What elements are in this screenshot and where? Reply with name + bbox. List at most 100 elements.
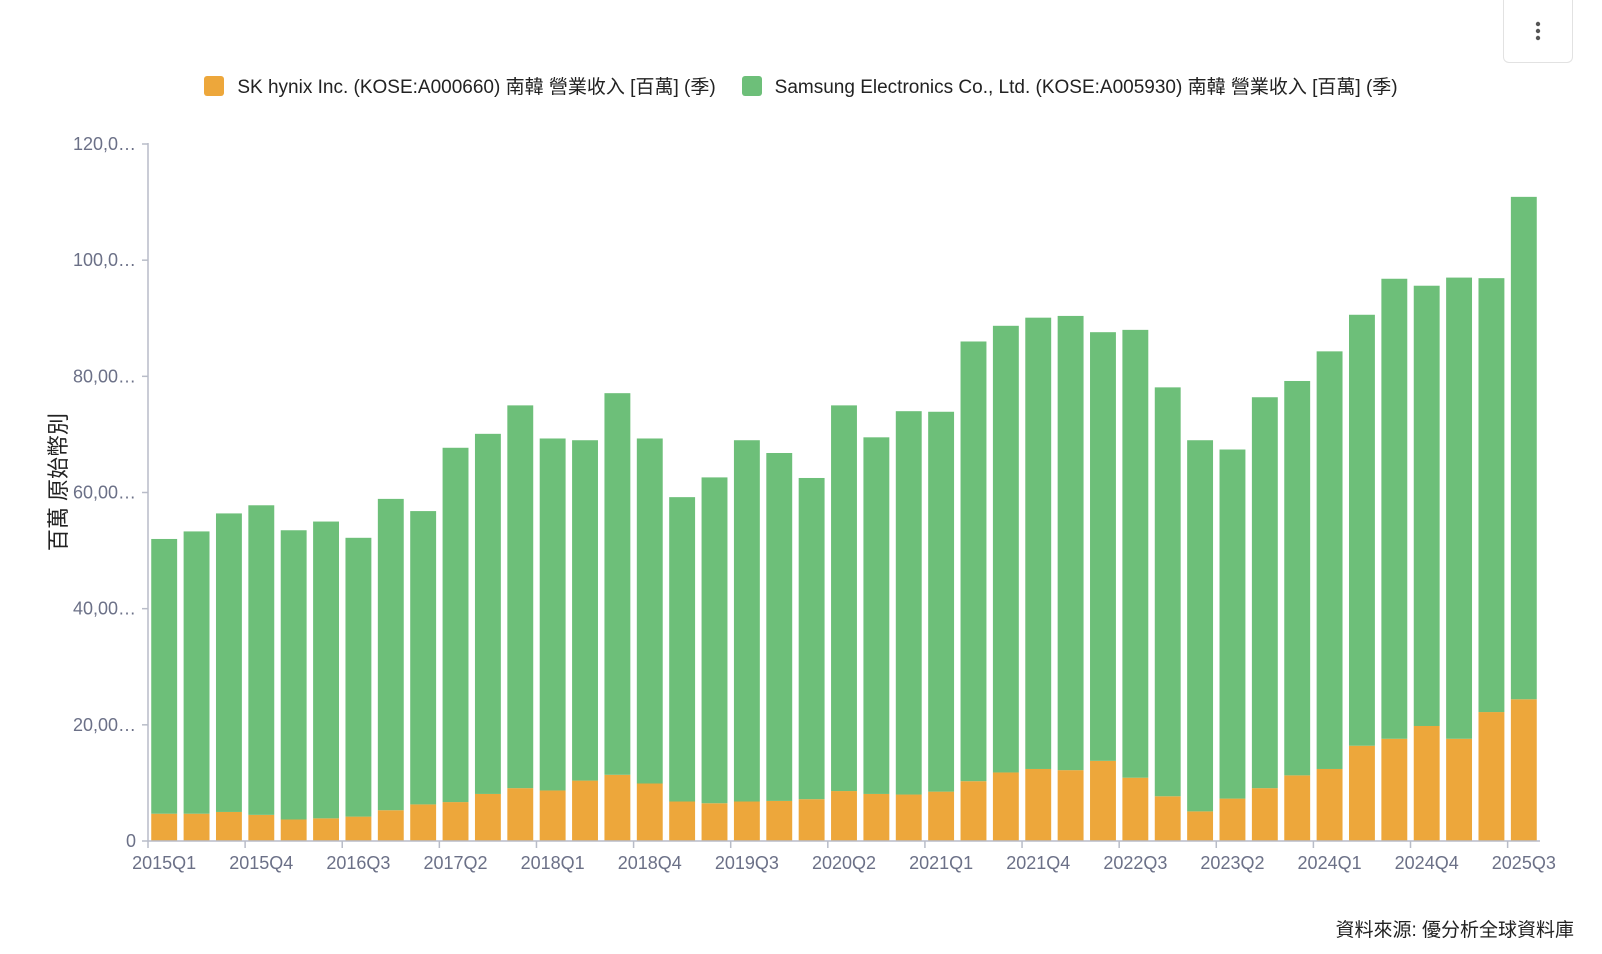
legend-item-samsung[interactable]: Samsung Electronics Co., Ltd. (KOSE:A005…: [741, 72, 1398, 99]
bar-samsung: [1349, 314, 1375, 746]
bar-samsung: [151, 538, 178, 814]
bar-sk-hynix: [442, 802, 469, 841]
bar-sk-hynix: [863, 793, 890, 841]
bar-samsung: [895, 411, 922, 795]
x-tick-label: 2024Q4: [1395, 853, 1459, 873]
y-tick-label: 40,00…: [73, 599, 136, 619]
x-tick-label: 2016Q3: [326, 853, 390, 873]
bar-sk-hynix: [1316, 768, 1343, 841]
legend-label-sk-hynix: SK hynix Inc. (KOSE:A000660) 南韓 營業收入 [百萬…: [237, 77, 716, 98]
legend-item-sk-hynix[interactable]: SK hynix Inc. (KOSE:A000660) 南韓 營業收入 [百萬…: [204, 72, 716, 99]
bar-samsung: [928, 411, 955, 792]
bar-samsung: [345, 537, 372, 817]
x-tick-label: 2019Q3: [715, 853, 779, 873]
x-tick-label: 2015Q1: [132, 853, 196, 873]
bar-samsung: [1122, 329, 1149, 778]
bar-samsung: [669, 497, 696, 802]
bar-sk-hynix: [1478, 712, 1505, 841]
bar-sk-hynix: [960, 781, 987, 841]
bar-sk-hynix: [1090, 760, 1116, 841]
bar-samsung: [1154, 387, 1181, 797]
x-tick-label: 2024Q1: [1298, 853, 1362, 873]
bar-sk-hynix: [183, 813, 210, 841]
bar-sk-hynix: [474, 793, 501, 841]
bar-samsung: [572, 440, 598, 781]
bar-sk-hynix: [636, 783, 663, 841]
x-tick-label: 2023Q2: [1200, 853, 1264, 873]
bar-samsung: [1381, 278, 1408, 739]
x-tick-label: 2015Q4: [229, 853, 293, 873]
x-tick-label: 2021Q1: [909, 853, 973, 873]
y-tick-label: 20,00…: [73, 715, 136, 735]
bar-sk-hynix: [507, 788, 534, 841]
bar-samsung: [410, 511, 437, 805]
y-axis-label: 百萬 原始幣別: [46, 413, 71, 551]
x-tick-label: 2018Q1: [521, 853, 585, 873]
x-tick-label: 2018Q4: [618, 853, 682, 873]
bar-samsung: [636, 438, 663, 784]
bar-sk-hynix: [345, 816, 372, 841]
bar-sk-hynix: [1057, 770, 1084, 841]
chart-menu-button[interactable]: [1503, 0, 1573, 63]
bar-sk-hynix: [1446, 738, 1473, 841]
bar-samsung: [215, 513, 242, 812]
bar-sk-hynix: [1154, 796, 1181, 841]
x-tick-label: 2020Q2: [812, 853, 876, 873]
bar-samsung: [313, 521, 339, 819]
revenue-stacked-bar-chart: 0 20,00… 40,00… 60,00… 80,00… 100,0… 120,0… 201…: [46, 134, 1556, 873]
bar-samsung: [1478, 278, 1505, 713]
x-tick-label: 2022Q3: [1103, 853, 1167, 873]
bar-sk-hynix: [539, 790, 566, 841]
bar-sk-hynix: [1187, 811, 1214, 841]
bar-sk-hynix: [280, 819, 307, 841]
bar-samsung: [701, 477, 728, 804]
bar-samsung: [1025, 317, 1052, 769]
bar-samsung: [1251, 397, 1278, 789]
bar-sk-hynix: [1381, 738, 1408, 841]
bar-sk-hynix: [1510, 699, 1537, 841]
bar-samsung: [1510, 196, 1537, 700]
y-tick-label: 80,00…: [73, 366, 136, 386]
bar-samsung: [798, 477, 825, 800]
bar-sk-hynix: [798, 799, 825, 841]
bar-sk-hynix: [992, 772, 1019, 841]
bar-samsung: [1413, 285, 1440, 726]
bar-samsung: [863, 437, 890, 794]
bar-sk-hynix: [928, 791, 955, 841]
bar-sk-hynix: [701, 803, 728, 841]
y-tick-label: 120,0…: [73, 134, 136, 154]
bar-sk-hynix: [1349, 745, 1375, 841]
bar-sk-hynix: [604, 774, 631, 841]
bar-sk-hynix: [1025, 768, 1052, 841]
bar-samsung: [442, 447, 469, 803]
bar-sk-hynix: [1413, 725, 1440, 841]
y-tick-label: 0: [126, 831, 136, 851]
chart-legend: SK hynix Inc. (KOSE:A000660) 南韓 營業收入 [百萬…: [0, 72, 1602, 99]
bar-samsung: [1057, 315, 1084, 771]
y-tick-label: 100,0…: [73, 250, 136, 270]
x-tick-label: 2025Q3: [1492, 853, 1556, 873]
bar-samsung: [507, 405, 534, 789]
bar-sk-hynix: [410, 804, 437, 841]
bar-samsung: [766, 453, 793, 801]
y-tick-label: 60,00…: [73, 483, 136, 503]
bar-sk-hynix: [151, 813, 178, 841]
bar-sk-hynix: [572, 780, 598, 841]
bar-samsung: [280, 530, 307, 820]
bar-sk-hynix: [1251, 788, 1278, 841]
bar-samsung: [1316, 351, 1343, 769]
bar-samsung: [377, 498, 404, 811]
bar-sk-hynix: [1122, 777, 1149, 841]
bar-samsung: [183, 531, 210, 814]
bar-samsung: [1090, 332, 1116, 761]
bar-sk-hynix: [215, 811, 242, 841]
bar-samsung: [604, 393, 631, 775]
bar-sk-hynix: [831, 791, 857, 841]
bar-samsung: [992, 325, 1019, 773]
bar-samsung: [733, 440, 760, 802]
bar-sk-hynix: [895, 794, 922, 841]
bar-samsung: [1219, 449, 1246, 799]
bar-sk-hynix: [766, 800, 793, 841]
legend-swatch-samsung: [741, 75, 762, 96]
legend-label-samsung: Samsung Electronics Co., Ltd. (KOSE:A005…: [774, 77, 1398, 98]
